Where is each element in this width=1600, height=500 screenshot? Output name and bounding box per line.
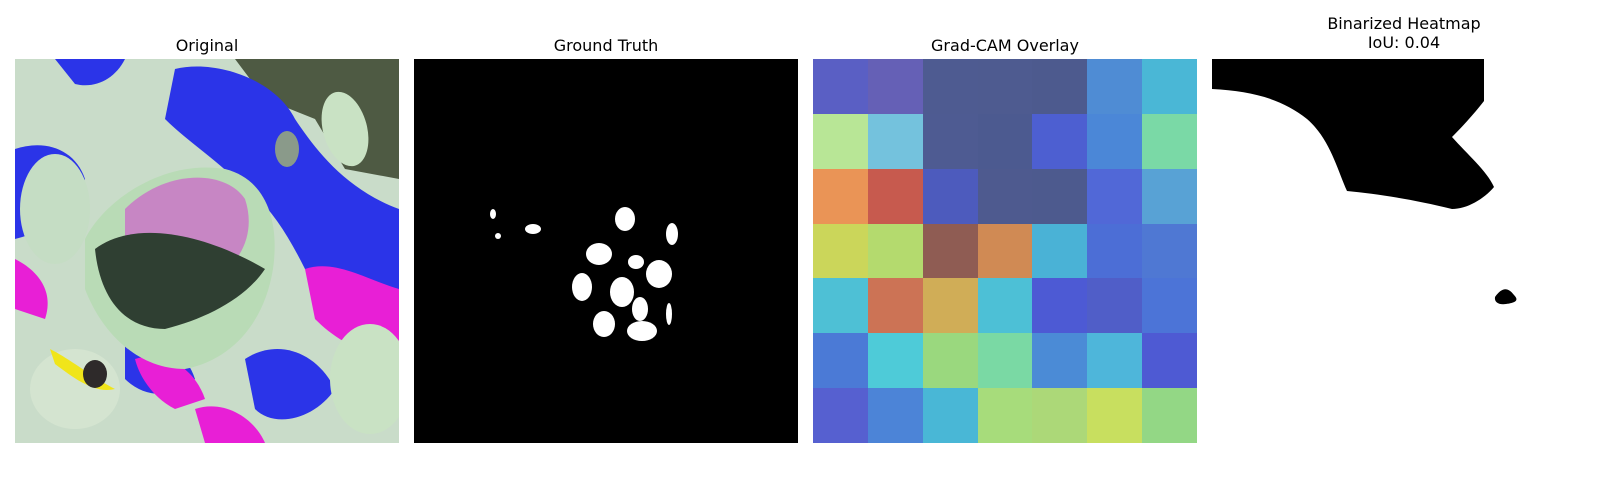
gradcam-cell [1087, 388, 1143, 443]
original-image [15, 59, 399, 443]
original-title: Original [175, 36, 239, 55]
gradcam-grid [813, 59, 1197, 443]
gradcam-cell [977, 333, 1033, 389]
gradcam-cell [1087, 278, 1143, 334]
gradcam-cell [1032, 223, 1088, 279]
gradcam-cell [922, 333, 978, 389]
gradcam-cell [867, 113, 923, 169]
gradcam-cell [1142, 333, 1197, 389]
ground-truth-title: Ground Truth [553, 36, 659, 55]
gradcam-cell [1142, 113, 1197, 169]
gradcam-cell [1032, 333, 1088, 389]
gradcam-cell [1142, 278, 1197, 334]
gradcam-cell [1142, 59, 1197, 114]
gradcam-cell [813, 333, 868, 389]
binarized-heatmap-title: Binarized Heatmap IoU: 0.04 [1327, 14, 1481, 52]
gradcam-cell [1032, 168, 1088, 224]
gradcam-cell [1032, 59, 1088, 114]
gradcam-cell [1087, 113, 1143, 169]
gradcam-cell [977, 168, 1033, 224]
gradcam-cell [922, 113, 978, 169]
gradcam-cell [977, 278, 1033, 334]
gradcam-cell [813, 113, 868, 169]
gradcam-cell [1032, 388, 1088, 443]
gradcam-overlay [813, 59, 1197, 443]
gradcam-cell [1142, 223, 1197, 279]
ground-truth-mask-shapes [414, 59, 798, 443]
gradcam-cell [813, 168, 868, 224]
gradcam-cell [1032, 113, 1088, 169]
gradcam-cell [922, 223, 978, 279]
gradcam-cell [977, 59, 1033, 114]
gradcam-cell [922, 59, 978, 114]
ground-truth-mask [414, 59, 798, 443]
gradcam-cell [813, 59, 868, 114]
binarized-heatmap [1212, 59, 1596, 443]
gradcam-cell [977, 113, 1033, 169]
gradcam-cell [1032, 278, 1088, 334]
gradcam-cell [813, 223, 868, 279]
gradcam-cell [813, 278, 868, 334]
gradcam-cell [1142, 388, 1197, 443]
gradcam-cell [1087, 59, 1143, 114]
gradcam-cell [922, 168, 978, 224]
gradcam-cell [867, 278, 923, 334]
gradcam-cell [867, 388, 923, 443]
gradcam-cell [1087, 223, 1143, 279]
gradcam-cell [867, 59, 923, 114]
gradcam-cell [813, 388, 868, 443]
gradcam-overlay-title: Grad-CAM Overlay [931, 36, 1079, 55]
gradcam-cell [867, 223, 923, 279]
gradcam-cell [1087, 333, 1143, 389]
gradcam-cell [922, 388, 978, 443]
gradcam-cell [867, 168, 923, 224]
gradcam-cell [922, 278, 978, 334]
gradcam-cell [1142, 168, 1197, 224]
original-leaf-picture [15, 59, 399, 443]
gradcam-cell [977, 223, 1033, 279]
binarized-heatmap-shapes [1212, 59, 1596, 443]
gradcam-cell [867, 333, 923, 389]
gradcam-cell [1087, 168, 1143, 224]
gradcam-cell [977, 388, 1033, 443]
